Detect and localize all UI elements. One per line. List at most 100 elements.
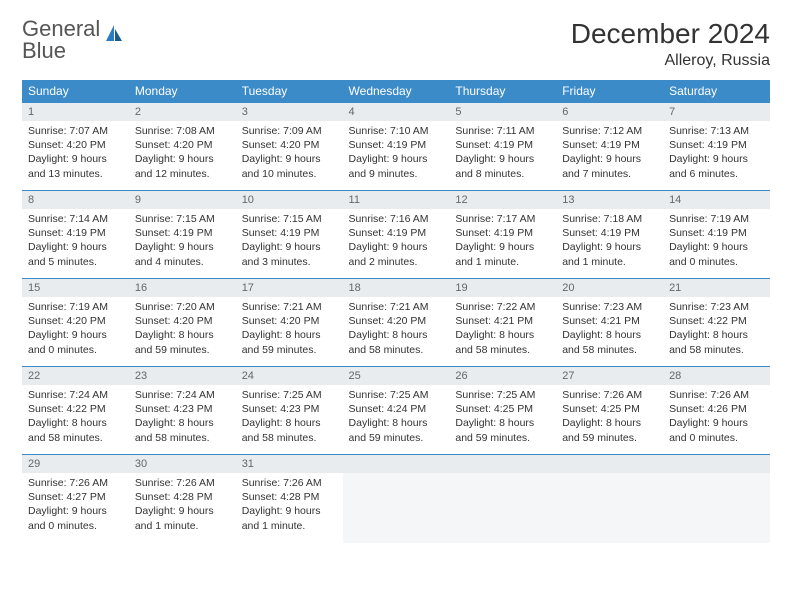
location: Alleroy, Russia — [571, 52, 770, 70]
calendar-cell: 2Sunrise: 7:08 AMSunset: 4:20 PMDaylight… — [129, 103, 236, 191]
weekday-friday: Friday — [556, 80, 663, 103]
day-number: 5 — [449, 103, 556, 121]
calendar-cell: 5Sunrise: 7:11 AMSunset: 4:19 PMDaylight… — [449, 103, 556, 191]
calendar-cell: 12Sunrise: 7:17 AMSunset: 4:19 PMDayligh… — [449, 191, 556, 279]
day-content: Sunrise: 7:07 AMSunset: 4:20 PMDaylight:… — [22, 121, 129, 184]
weekday-monday: Monday — [129, 80, 236, 103]
day-number: 6 — [556, 103, 663, 121]
day-content: Sunrise: 7:22 AMSunset: 4:21 PMDaylight:… — [449, 297, 556, 360]
calendar-cell: 16Sunrise: 7:20 AMSunset: 4:20 PMDayligh… — [129, 279, 236, 367]
day-content: Sunrise: 7:13 AMSunset: 4:19 PMDaylight:… — [663, 121, 770, 184]
calendar-cell — [449, 455, 556, 543]
calendar-cell: 1Sunrise: 7:07 AMSunset: 4:20 PMDaylight… — [22, 103, 129, 191]
day-number: 1 — [22, 103, 129, 121]
day-content: Sunrise: 7:12 AMSunset: 4:19 PMDaylight:… — [556, 121, 663, 184]
day-content: Sunrise: 7:23 AMSunset: 4:22 PMDaylight:… — [663, 297, 770, 360]
day-content: Sunrise: 7:14 AMSunset: 4:19 PMDaylight:… — [22, 209, 129, 272]
day-number-empty — [556, 455, 663, 473]
day-content: Sunrise: 7:19 AMSunset: 4:20 PMDaylight:… — [22, 297, 129, 360]
day-content: Sunrise: 7:26 AMSunset: 4:27 PMDaylight:… — [22, 473, 129, 536]
day-number: 2 — [129, 103, 236, 121]
day-number: 12 — [449, 191, 556, 209]
calendar-cell: 11Sunrise: 7:16 AMSunset: 4:19 PMDayligh… — [343, 191, 450, 279]
day-number: 18 — [343, 279, 450, 297]
calendar-cell — [663, 455, 770, 543]
logo-line2: Blue — [22, 40, 100, 62]
day-content: Sunrise: 7:25 AMSunset: 4:24 PMDaylight:… — [343, 385, 450, 448]
calendar-cell: 23Sunrise: 7:24 AMSunset: 4:23 PMDayligh… — [129, 367, 236, 455]
day-number: 26 — [449, 367, 556, 385]
calendar-cell: 27Sunrise: 7:26 AMSunset: 4:25 PMDayligh… — [556, 367, 663, 455]
day-content: Sunrise: 7:26 AMSunset: 4:25 PMDaylight:… — [556, 385, 663, 448]
day-number: 14 — [663, 191, 770, 209]
day-content: Sunrise: 7:16 AMSunset: 4:19 PMDaylight:… — [343, 209, 450, 272]
calendar-head: SundayMondayTuesdayWednesdayThursdayFrid… — [22, 80, 770, 103]
day-content: Sunrise: 7:19 AMSunset: 4:19 PMDaylight:… — [663, 209, 770, 272]
month-title: December 2024 — [571, 18, 770, 50]
day-content: Sunrise: 7:17 AMSunset: 4:19 PMDaylight:… — [449, 209, 556, 272]
weekday-tuesday: Tuesday — [236, 80, 343, 103]
weekday-wednesday: Wednesday — [343, 80, 450, 103]
weekday-sunday: Sunday — [22, 80, 129, 103]
weekday-thursday: Thursday — [449, 80, 556, 103]
day-number: 20 — [556, 279, 663, 297]
calendar-cell: 10Sunrise: 7:15 AMSunset: 4:19 PMDayligh… — [236, 191, 343, 279]
calendar-cell: 21Sunrise: 7:23 AMSunset: 4:22 PMDayligh… — [663, 279, 770, 367]
day-number: 3 — [236, 103, 343, 121]
title-block: December 2024 Alleroy, Russia — [571, 18, 770, 70]
day-content: Sunrise: 7:15 AMSunset: 4:19 PMDaylight:… — [129, 209, 236, 272]
day-content: Sunrise: 7:18 AMSunset: 4:19 PMDaylight:… — [556, 209, 663, 272]
calendar-cell: 3Sunrise: 7:09 AMSunset: 4:20 PMDaylight… — [236, 103, 343, 191]
logo-line1: General — [22, 18, 100, 40]
calendar-cell: 25Sunrise: 7:25 AMSunset: 4:24 PMDayligh… — [343, 367, 450, 455]
day-content: Sunrise: 7:24 AMSunset: 4:23 PMDaylight:… — [129, 385, 236, 448]
day-content: Sunrise: 7:23 AMSunset: 4:21 PMDaylight:… — [556, 297, 663, 360]
day-content: Sunrise: 7:08 AMSunset: 4:20 PMDaylight:… — [129, 121, 236, 184]
day-content: Sunrise: 7:26 AMSunset: 4:28 PMDaylight:… — [236, 473, 343, 536]
calendar-cell: 20Sunrise: 7:23 AMSunset: 4:21 PMDayligh… — [556, 279, 663, 367]
day-number-empty — [343, 455, 450, 473]
day-number: 10 — [236, 191, 343, 209]
calendar-cell: 6Sunrise: 7:12 AMSunset: 4:19 PMDaylight… — [556, 103, 663, 191]
day-number: 22 — [22, 367, 129, 385]
calendar-cell: 7Sunrise: 7:13 AMSunset: 4:19 PMDaylight… — [663, 103, 770, 191]
calendar-body: 1Sunrise: 7:07 AMSunset: 4:20 PMDaylight… — [22, 103, 770, 543]
day-content: Sunrise: 7:24 AMSunset: 4:22 PMDaylight:… — [22, 385, 129, 448]
day-number: 16 — [129, 279, 236, 297]
calendar-cell: 26Sunrise: 7:25 AMSunset: 4:25 PMDayligh… — [449, 367, 556, 455]
day-number: 30 — [129, 455, 236, 473]
calendar-cell — [343, 455, 450, 543]
calendar-cell: 29Sunrise: 7:26 AMSunset: 4:27 PMDayligh… — [22, 455, 129, 543]
day-number: 21 — [663, 279, 770, 297]
day-content: Sunrise: 7:11 AMSunset: 4:19 PMDaylight:… — [449, 121, 556, 184]
day-number: 23 — [129, 367, 236, 385]
day-number: 8 — [22, 191, 129, 209]
calendar-cell: 28Sunrise: 7:26 AMSunset: 4:26 PMDayligh… — [663, 367, 770, 455]
day-number: 19 — [449, 279, 556, 297]
calendar-cell: 22Sunrise: 7:24 AMSunset: 4:22 PMDayligh… — [22, 367, 129, 455]
calendar-cell — [556, 455, 663, 543]
weekday-saturday: Saturday — [663, 80, 770, 103]
logo-sail-icon — [104, 23, 124, 43]
day-number: 27 — [556, 367, 663, 385]
calendar-cell: 30Sunrise: 7:26 AMSunset: 4:28 PMDayligh… — [129, 455, 236, 543]
day-content: Sunrise: 7:25 AMSunset: 4:23 PMDaylight:… — [236, 385, 343, 448]
day-number-empty — [449, 455, 556, 473]
day-number: 11 — [343, 191, 450, 209]
day-number: 25 — [343, 367, 450, 385]
day-number: 17 — [236, 279, 343, 297]
calendar-cell: 17Sunrise: 7:21 AMSunset: 4:20 PMDayligh… — [236, 279, 343, 367]
day-number: 13 — [556, 191, 663, 209]
day-content: Sunrise: 7:21 AMSunset: 4:20 PMDaylight:… — [236, 297, 343, 360]
day-content: Sunrise: 7:26 AMSunset: 4:28 PMDaylight:… — [129, 473, 236, 536]
day-number: 9 — [129, 191, 236, 209]
calendar-cell: 31Sunrise: 7:26 AMSunset: 4:28 PMDayligh… — [236, 455, 343, 543]
day-number: 28 — [663, 367, 770, 385]
calendar-cell: 9Sunrise: 7:15 AMSunset: 4:19 PMDaylight… — [129, 191, 236, 279]
calendar-cell: 4Sunrise: 7:10 AMSunset: 4:19 PMDaylight… — [343, 103, 450, 191]
calendar-cell: 24Sunrise: 7:25 AMSunset: 4:23 PMDayligh… — [236, 367, 343, 455]
calendar-cell: 13Sunrise: 7:18 AMSunset: 4:19 PMDayligh… — [556, 191, 663, 279]
day-number: 31 — [236, 455, 343, 473]
day-content: Sunrise: 7:10 AMSunset: 4:19 PMDaylight:… — [343, 121, 450, 184]
day-content: Sunrise: 7:20 AMSunset: 4:20 PMDaylight:… — [129, 297, 236, 360]
